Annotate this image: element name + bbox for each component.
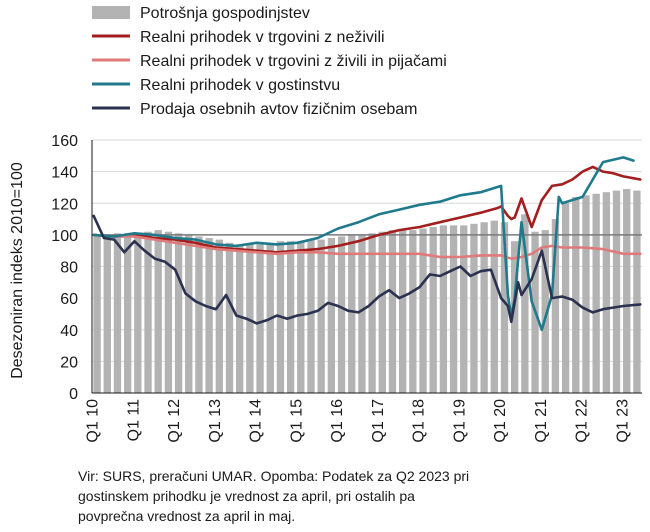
x-tick-label: Q1 23 <box>614 399 631 443</box>
x-tick-label: Q1 15 <box>288 399 305 443</box>
bar <box>236 244 244 393</box>
bar <box>470 223 478 393</box>
bar <box>521 214 529 393</box>
bar <box>348 234 356 393</box>
legend-label: Realni prihodek v trgovini z živili in p… <box>140 53 447 70</box>
bar <box>378 231 386 393</box>
x-tick-label: Q1 10 <box>85 399 102 443</box>
legend-label: Realni prihodek v trgovini z neživili <box>140 29 385 46</box>
y-tick-label: 60 <box>60 291 78 308</box>
bar <box>185 234 193 393</box>
bar <box>460 225 468 393</box>
bar <box>368 233 376 393</box>
series-line-4 <box>92 214 642 325</box>
x-tick-label: Q1 19 <box>451 399 468 443</box>
x-tick-label: Q1 22 <box>574 399 591 443</box>
legend: Potrošnja gospodinjstev Realni prihodek v… <box>92 5 447 118</box>
legend-entry: Prodaja osebnih avtov fizičnim osebam <box>92 101 417 118</box>
x-tick-label: Q1 21 <box>533 399 550 443</box>
bar <box>439 225 448 393</box>
bar <box>337 236 346 393</box>
x-tick-label: Q1 20 <box>492 399 509 443</box>
y-axis: 0 20 40 60 80 100 120 140 160 <box>51 133 93 403</box>
legend-label: Prodaja osebnih avtov fizičnim osebam <box>140 101 417 118</box>
series-line-2 <box>92 233 642 260</box>
footnote-line: povprečna vrednost za april in maj. <box>78 508 296 524</box>
legend-entry: Potrošnja gospodinjstev <box>92 5 310 22</box>
bar <box>215 239 223 393</box>
bar <box>93 234 101 393</box>
x-tick-label: Q1 18 <box>411 399 428 443</box>
bar <box>195 236 203 393</box>
bar <box>246 244 254 393</box>
bar <box>174 233 183 393</box>
bar <box>419 228 427 393</box>
bar <box>113 233 122 393</box>
bar <box>144 231 152 393</box>
bar <box>582 195 590 393</box>
bar <box>256 244 264 393</box>
chart: Potrošnja gospodinjstev Realni prihodek v… <box>9 5 642 443</box>
x-tick-label: Q1 14 <box>248 399 265 443</box>
y-tick-label: 120 <box>51 196 78 213</box>
legend-entry: Realni prihodek v trgovini z živili in p… <box>92 53 447 70</box>
x-tick-label: Q1 12 <box>166 399 183 443</box>
grid <box>92 139 642 394</box>
bar <box>612 190 621 393</box>
y-tick-label: 80 <box>60 260 78 277</box>
bar <box>500 222 509 393</box>
bar <box>164 231 173 393</box>
footnote-line: Vir: SURS, preračuni UMAR. Opomba: Podat… <box>78 468 470 484</box>
y-tick-label: 20 <box>60 354 78 371</box>
bar <box>409 230 417 393</box>
bar <box>103 234 111 393</box>
x-tick-label: Q1 17 <box>370 399 387 443</box>
bar <box>551 219 560 393</box>
bar <box>297 241 305 393</box>
bar-series <box>93 189 641 393</box>
bar <box>388 230 397 393</box>
legend-entry: Realni prihodek v gostinstvu <box>92 77 340 94</box>
x-tick-label: Q1 11 <box>125 399 142 442</box>
bar <box>429 226 437 393</box>
line-series <box>92 156 642 332</box>
y-tick-label: 140 <box>51 165 78 182</box>
bar <box>541 230 549 393</box>
bar <box>154 230 162 393</box>
bar <box>398 230 407 393</box>
bar <box>205 238 213 393</box>
bar <box>490 220 498 393</box>
y-tick-label: 0 <box>69 386 78 403</box>
x-tick-label: Q1 13 <box>207 399 224 443</box>
bar <box>592 193 600 393</box>
legend-label: Realni prihodek v gostinstvu <box>140 77 340 94</box>
x-tick-label: Q1 16 <box>329 399 346 443</box>
legend-label: Potrošnja gospodinjstev <box>140 5 310 22</box>
bar <box>602 192 611 393</box>
x-axis: Q1 10 Q1 11 Q1 12 Q1 13 Q1 14 Q1 15 Q1 16 Q1 17… <box>85 392 642 443</box>
y-tick-label: 40 <box>60 323 78 340</box>
bar <box>225 242 234 393</box>
legend-swatch <box>92 6 130 19</box>
bar <box>307 239 315 393</box>
bar <box>449 225 458 393</box>
bar <box>358 234 366 393</box>
bar <box>480 222 488 393</box>
legend-entry: Realni prihodek v trgovini z neživili <box>92 29 385 46</box>
bar <box>633 190 641 393</box>
bar <box>123 233 132 393</box>
y-tick-label: 100 <box>51 228 78 245</box>
y-axis-label: Desezoniran indeks 2010=100 <box>9 162 26 379</box>
footnote: Vir: SURS, preračuni UMAR. Opomba: Podat… <box>78 466 638 526</box>
bar <box>134 233 142 393</box>
y-tick-label: 160 <box>51 133 78 150</box>
bar <box>623 189 631 393</box>
bar <box>327 238 336 393</box>
series-line-1 <box>92 165 642 254</box>
series-line-3 <box>92 156 635 332</box>
footnote-line: gostinskem prihodku je vrednost za april… <box>78 488 415 504</box>
bar <box>317 239 325 393</box>
bar <box>572 196 580 393</box>
bar <box>511 241 519 393</box>
